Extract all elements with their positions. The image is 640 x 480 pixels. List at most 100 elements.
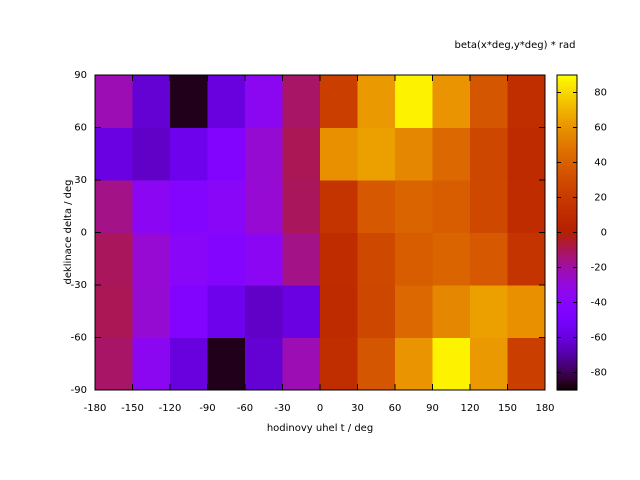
heat-cell <box>245 127 283 181</box>
colorbar-step <box>557 206 577 210</box>
x-tick-label: 90 <box>426 403 439 414</box>
colorbar-step <box>557 256 577 260</box>
colorbar: -80 -60 -40 -20 0 20 40 60 80 <box>556 74 607 391</box>
colorbar-step <box>557 298 577 301</box>
heat-cell <box>432 285 471 338</box>
y-tick-label: -60 <box>71 333 87 344</box>
colorbar-step <box>557 192 577 196</box>
colorbar-tick-label: 20 <box>594 193 607 204</box>
heat-cell <box>507 232 546 286</box>
y-tick-label: 30 <box>74 175 87 186</box>
x-tick-label: 0 <box>317 403 323 414</box>
y-tick-label: 90 <box>74 70 87 81</box>
colorbar-step <box>557 320 577 323</box>
colorbar-step <box>557 376 577 379</box>
colorbar-tick-label: -40 <box>591 298 607 309</box>
heat-cell <box>170 75 208 128</box>
heat-cell <box>320 337 358 391</box>
colorbar-tick-label: -60 <box>591 333 607 344</box>
colorbar-step <box>557 98 577 102</box>
heat-cell <box>470 232 508 286</box>
colorbar-step <box>557 96 577 100</box>
colorbar-step <box>557 232 577 236</box>
colorbar-step <box>557 252 577 256</box>
colorbar-step <box>557 118 577 122</box>
colorbar-step <box>557 316 577 319</box>
heat-cell <box>282 180 321 233</box>
heat-cell <box>245 232 283 286</box>
heat-cell <box>207 285 246 338</box>
heat-cell <box>470 285 508 338</box>
colorbar-step <box>557 78 577 82</box>
colorbar-step <box>557 114 577 118</box>
colorbar-step <box>557 112 577 116</box>
colorbar-step <box>557 220 577 224</box>
colorbar-step <box>557 338 577 341</box>
colorbar-step <box>557 306 577 309</box>
y-axis-label: deklinace delta / deg <box>63 179 74 284</box>
colorbar-step <box>557 88 577 92</box>
heat-cell <box>282 75 321 128</box>
colorbar-step <box>557 144 577 148</box>
heat-cell <box>132 127 171 181</box>
colorbar-step <box>557 300 577 303</box>
heat-cell <box>95 75 133 128</box>
colorbar-step <box>557 276 577 279</box>
colorbar-step <box>557 336 577 339</box>
colorbar-step <box>557 348 577 351</box>
heat-cell <box>207 232 246 286</box>
colorbar-step <box>557 264 577 267</box>
heat-cell <box>245 180 283 233</box>
colorbar-step <box>557 372 577 375</box>
colorbar-step <box>557 128 577 132</box>
heat-cell <box>357 337 396 391</box>
heat-cell <box>395 180 433 233</box>
colorbar-tick-label: 80 <box>594 88 607 99</box>
heat-cell <box>395 127 433 181</box>
colorbar-step <box>557 328 577 331</box>
heat-cell <box>95 337 133 391</box>
colorbar-step <box>557 286 577 289</box>
colorbar-step <box>557 246 577 250</box>
colorbar-step <box>557 236 577 240</box>
colorbar-step <box>557 196 577 200</box>
heat-cell <box>170 180 208 233</box>
heat-cell <box>470 127 508 181</box>
heat-cell <box>395 285 433 338</box>
colorbar-step <box>557 260 577 264</box>
colorbar-step <box>557 94 577 98</box>
colorbar-step <box>557 170 577 174</box>
colorbar-step <box>557 240 577 244</box>
heat-cell <box>245 75 283 128</box>
colorbar-step <box>557 280 577 283</box>
colorbar-step <box>557 198 577 202</box>
colorbar-step <box>557 204 577 208</box>
heat-cell <box>132 75 171 128</box>
colorbar-step <box>557 356 577 359</box>
colorbar-step <box>557 346 577 349</box>
colorbar-step <box>557 188 577 192</box>
heat-cell <box>357 75 396 128</box>
heat-cell <box>282 285 321 338</box>
colorbar-step <box>557 340 577 343</box>
heat-cell <box>507 127 546 181</box>
heat-cell <box>95 285 133 338</box>
colorbar-step <box>557 132 577 136</box>
heat-cell <box>170 285 208 338</box>
colorbar-step <box>557 152 577 156</box>
colorbar-step <box>557 172 577 176</box>
colorbar-step <box>557 154 577 158</box>
colorbar-step <box>557 234 577 238</box>
colorbar-step <box>557 134 577 138</box>
colorbar-step <box>557 86 577 90</box>
heat-cell <box>507 285 546 338</box>
colorbar-step <box>557 226 577 230</box>
colorbar-step <box>557 362 577 365</box>
colorbar-tick-label: 40 <box>594 158 607 169</box>
colorbar-step <box>557 208 577 212</box>
y-tick-label: 0 <box>81 228 87 239</box>
colorbar-step <box>557 104 577 108</box>
heat-cell <box>395 337 433 391</box>
colorbar-step <box>557 180 577 184</box>
colorbar-step <box>557 230 577 234</box>
